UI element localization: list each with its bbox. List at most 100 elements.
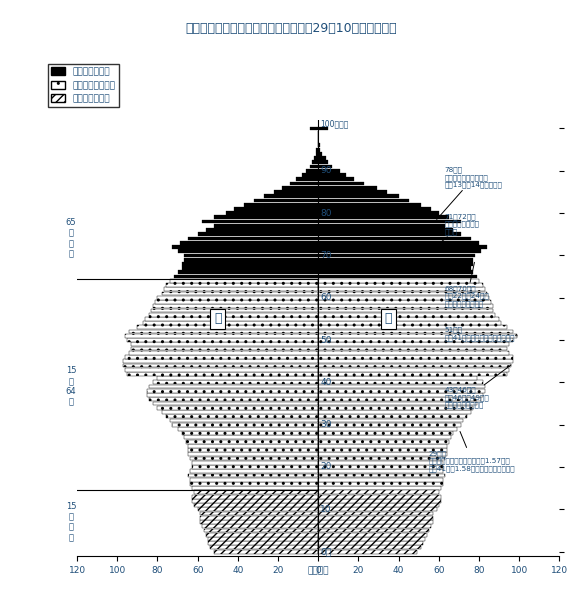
Bar [318, 198, 409, 202]
Bar [318, 342, 509, 346]
Bar [306, 169, 318, 172]
Bar [318, 279, 479, 283]
Bar [318, 389, 485, 393]
Bar [192, 461, 318, 464]
Bar [318, 431, 453, 435]
Bar [147, 393, 318, 397]
Bar [318, 469, 443, 473]
Text: 70: 70 [320, 251, 332, 260]
Bar [188, 452, 318, 456]
Bar [156, 300, 318, 304]
Text: 80: 80 [320, 209, 332, 217]
Bar [318, 126, 328, 131]
Bar [188, 237, 318, 240]
Bar [185, 440, 318, 444]
Bar [129, 330, 318, 333]
Bar [318, 376, 477, 380]
Bar [318, 524, 431, 528]
Text: 71，72歳：
終戦前後における
出生減: 71，72歳： 終戦前後における 出生減 [435, 213, 480, 247]
Bar [318, 160, 328, 164]
Bar [318, 423, 461, 426]
Bar [178, 249, 318, 253]
Bar [310, 126, 318, 131]
Bar [302, 173, 318, 177]
Text: 女: 女 [385, 312, 392, 325]
Bar [318, 448, 447, 452]
Bar [131, 342, 318, 346]
Bar [318, 465, 443, 469]
Bar [318, 148, 320, 152]
Text: 0歳: 0歳 [320, 547, 331, 556]
Bar [318, 363, 511, 367]
Bar [129, 351, 318, 355]
Bar [318, 228, 453, 232]
Bar [318, 216, 449, 219]
Bar [192, 486, 318, 490]
Bar [318, 482, 443, 486]
Bar [170, 279, 318, 283]
Bar [318, 368, 509, 371]
Bar [318, 237, 471, 240]
Bar [254, 198, 318, 202]
Bar [318, 456, 445, 460]
Text: 68～70歳：
昭和22年～24年の
第１次ベビーブーム: 68～70歳： 昭和22年～24年の 第１次ベビーブーム [445, 262, 490, 307]
Bar [166, 283, 318, 287]
Text: 15
歳
未
満: 15 歳 未 満 [66, 502, 76, 542]
Text: 40: 40 [320, 378, 332, 387]
Bar [157, 296, 318, 299]
Bar [318, 347, 507, 351]
Bar [318, 351, 509, 355]
Bar [290, 182, 318, 185]
Bar [318, 512, 433, 516]
Bar [181, 266, 318, 270]
Bar [318, 173, 346, 177]
Bar [318, 300, 491, 304]
Bar [318, 393, 483, 397]
Bar [178, 427, 318, 431]
Bar [125, 368, 318, 371]
Bar [318, 415, 467, 418]
Bar [318, 270, 473, 274]
Bar [157, 406, 318, 410]
Bar [318, 152, 322, 156]
Bar [244, 203, 318, 206]
Bar [214, 549, 318, 554]
Bar [318, 461, 443, 464]
Bar [318, 372, 507, 376]
Bar [310, 164, 318, 168]
Bar [198, 232, 318, 236]
Bar [282, 186, 318, 190]
Bar [318, 397, 481, 401]
Bar [194, 503, 318, 507]
Bar [234, 207, 318, 211]
Bar [153, 402, 318, 405]
Bar [264, 194, 318, 198]
Bar [192, 495, 318, 498]
Text: 90: 90 [320, 166, 332, 176]
Bar [316, 152, 318, 156]
Bar [296, 177, 318, 181]
Bar [210, 546, 318, 549]
Bar [318, 169, 340, 172]
Text: 男: 男 [214, 312, 222, 325]
Bar [170, 418, 318, 423]
Bar [163, 287, 318, 291]
Bar [318, 207, 431, 211]
Bar [318, 186, 377, 190]
Bar [318, 232, 461, 236]
Text: 100歳以上: 100歳以上 [320, 120, 349, 129]
Bar [174, 275, 318, 278]
Bar [124, 363, 318, 367]
Text: 65
歳
以
上: 65 歳 以 上 [66, 219, 76, 259]
Bar [318, 359, 513, 363]
Legend: ６５歳以上人口, １５～６４歳人口, １５歳未満人口: ６５歳以上人口, １５～６４歳人口, １５歳未満人口 [48, 63, 119, 107]
Bar [318, 177, 354, 181]
Bar [318, 321, 501, 325]
Bar [318, 313, 495, 317]
Bar [318, 338, 513, 342]
Bar [318, 549, 417, 554]
Bar [318, 520, 433, 524]
Bar [189, 456, 318, 460]
Bar [202, 220, 318, 224]
Bar [318, 283, 483, 287]
